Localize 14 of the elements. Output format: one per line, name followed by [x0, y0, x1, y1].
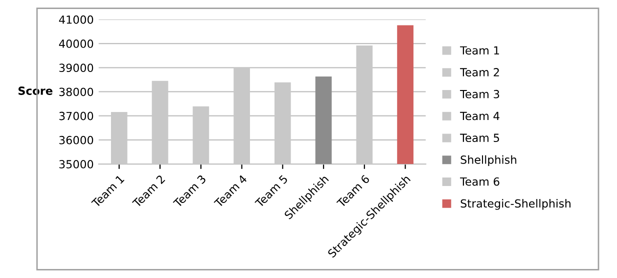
legend-label: Shellphish: [460, 155, 516, 166]
legend-label: Team 5: [460, 134, 500, 142]
y-tick-label: 41000: [59, 15, 94, 24]
y-tick-label: 37000: [59, 112, 94, 120]
legend-label: Team 3: [460, 90, 500, 98]
y-tick-label: 35000: [59, 160, 94, 168]
y-axis-title: Score: [18, 86, 52, 95]
legend-label: Team 4: [460, 112, 500, 120]
y-tick-label: 36000: [59, 136, 94, 144]
legend-label: Team 1: [460, 46, 499, 55]
y-tick-label: 40000: [59, 40, 94, 48]
legend-label: Team 2: [460, 68, 499, 76]
y-tick-label: 38000: [59, 88, 94, 96]
y-tick-label: 39000: [59, 64, 94, 72]
